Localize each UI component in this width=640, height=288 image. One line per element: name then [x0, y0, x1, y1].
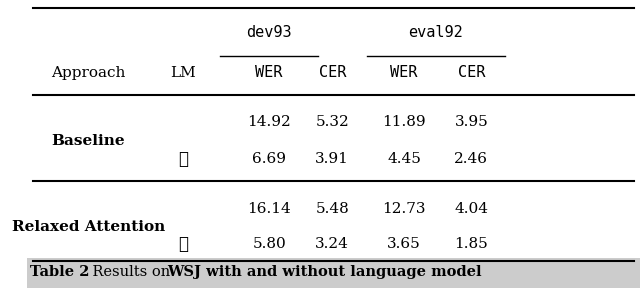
Text: 3.24: 3.24	[316, 238, 349, 251]
Text: 3.65: 3.65	[387, 238, 421, 251]
Text: 11.89: 11.89	[382, 115, 426, 129]
Text: LM: LM	[170, 66, 196, 80]
Text: WER: WER	[390, 65, 418, 80]
Text: 12.73: 12.73	[382, 202, 426, 216]
Text: ✓: ✓	[179, 236, 188, 253]
Text: 5.48: 5.48	[316, 202, 349, 216]
Text: 1.85: 1.85	[454, 238, 488, 251]
Text: 5.80: 5.80	[252, 238, 286, 251]
Text: CER: CER	[319, 65, 346, 80]
Text: 3.91: 3.91	[316, 152, 349, 166]
Text: dev93: dev93	[246, 25, 292, 40]
Text: 4.04: 4.04	[454, 202, 488, 216]
Text: Approach: Approach	[51, 66, 125, 80]
FancyBboxPatch shape	[27, 258, 640, 288]
Text: Baseline: Baseline	[51, 134, 125, 148]
Text: 16.14: 16.14	[247, 202, 291, 216]
Text: 3.95: 3.95	[454, 115, 488, 129]
Text: 5.32: 5.32	[316, 115, 349, 129]
Text: : Results on: : Results on	[83, 265, 175, 279]
Text: 14.92: 14.92	[247, 115, 291, 129]
Text: eval92: eval92	[408, 25, 463, 40]
Text: WER: WER	[255, 65, 283, 80]
Text: ✓: ✓	[179, 151, 188, 168]
Text: Relaxed Attention: Relaxed Attention	[12, 220, 165, 234]
Text: 4.45: 4.45	[387, 152, 421, 166]
Text: CER: CER	[458, 65, 485, 80]
Text: 6.69: 6.69	[252, 152, 286, 166]
Text: 2.46: 2.46	[454, 152, 488, 166]
Text: WSJ with and without language model: WSJ with and without language model	[167, 265, 481, 279]
Text: Table 2: Table 2	[30, 265, 90, 279]
